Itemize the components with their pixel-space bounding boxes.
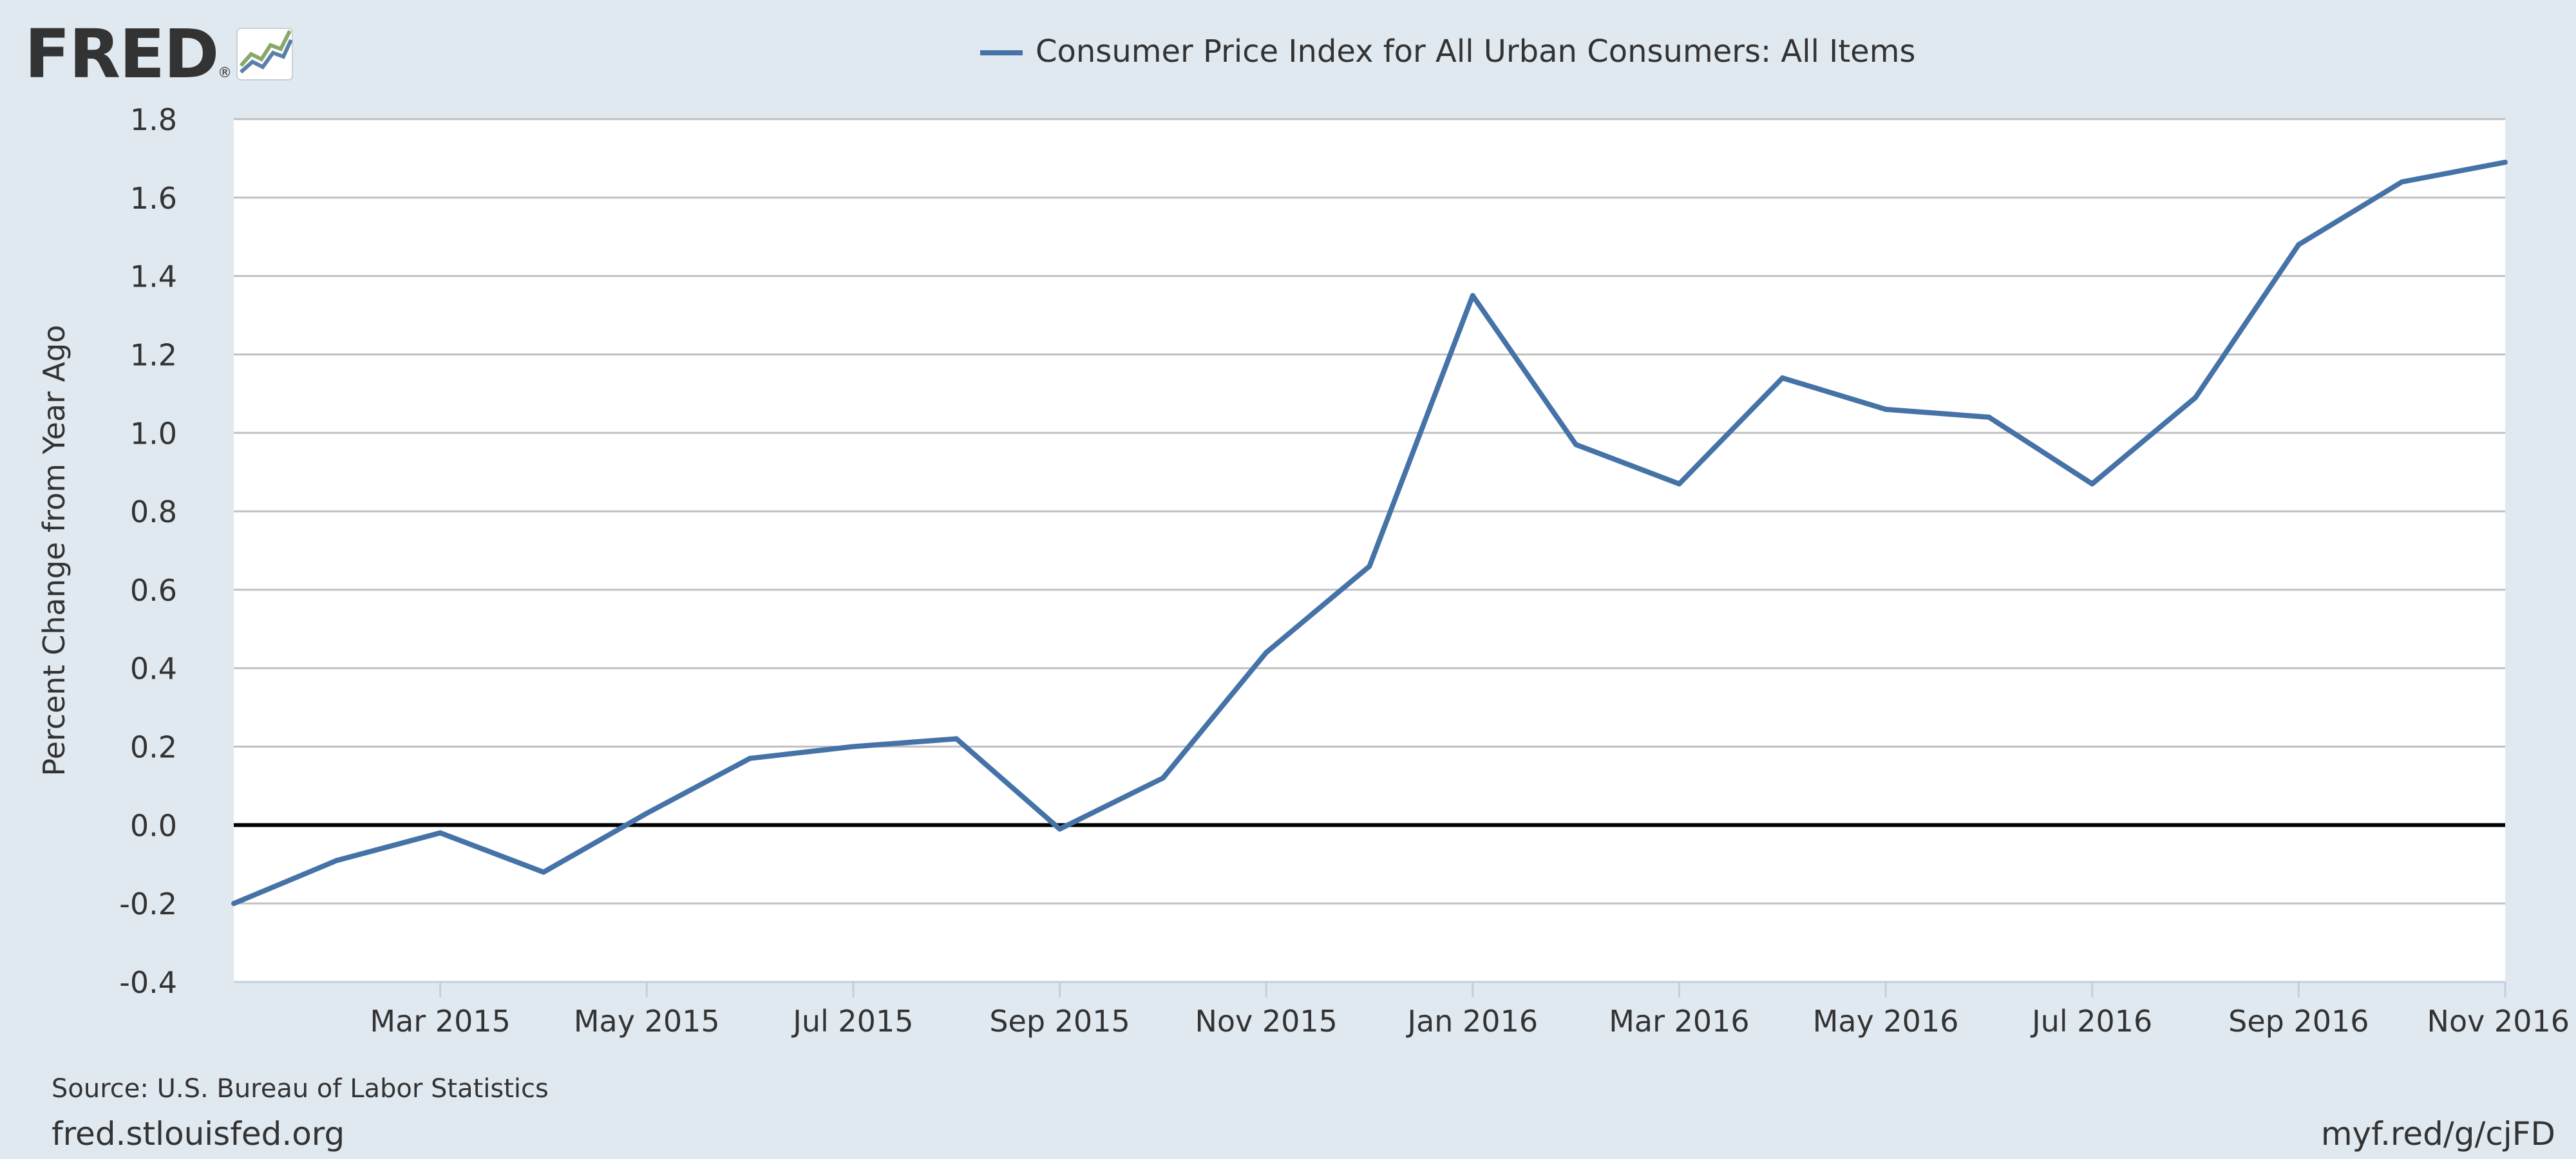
data-point: [644, 811, 650, 816]
series-points: [231, 160, 2508, 907]
data-point: [1264, 650, 1269, 655]
x-tick-label: May 2015: [574, 1004, 720, 1039]
y-tick-label: 1.4: [130, 259, 177, 294]
y-tick-label: 0.0: [130, 808, 177, 843]
data-point: [1470, 293, 1475, 299]
x-axis-ticks: Mar 2015 May 2015 Jul 2015 Sep 2015 Nov 2015…: [370, 982, 2570, 1039]
data-point: [2399, 179, 2405, 185]
data-point: [2193, 395, 2199, 400]
data-point: [1779, 375, 1785, 381]
data-point: [437, 830, 443, 836]
plot-area: [234, 119, 2505, 982]
site-link[interactable]: fred.stlouisfed.org: [52, 1115, 345, 1153]
y-tick-label: -0.4: [119, 965, 177, 1000]
x-tick-label: Mar 2016: [1609, 1004, 1749, 1039]
x-tick-label: Nov 2015: [1195, 1004, 1337, 1039]
data-point: [334, 858, 340, 863]
y-axis-ticks: -0.4 -0.2 0.0 0.2 0.4 0.6 0.8 1.0 1.2 1.4 1.6 1.8: [119, 102, 177, 1000]
data-point: [1160, 775, 1166, 781]
y-tick-label: 1.2: [130, 337, 177, 372]
data-point: [1883, 406, 1889, 412]
x-tick-label: Nov 2016: [2427, 1004, 2570, 1039]
data-point: [850, 744, 856, 749]
short-url-link[interactable]: myf.red/g/cjFD: [2321, 1115, 2555, 1153]
data-point: [747, 755, 753, 761]
y-tick-label: 0.6: [130, 573, 177, 608]
data-point: [540, 869, 546, 875]
data-point: [2089, 481, 2095, 487]
y-tick-label: -0.2: [119, 887, 177, 921]
fred-logo-text: FRED: [24, 15, 218, 93]
x-tick-label: Jul 2015: [791, 1004, 913, 1039]
data-point: [1676, 481, 1682, 487]
x-tick-label: Sep 2015: [989, 1004, 1130, 1039]
x-tick-label: Mar 2015: [370, 1004, 510, 1039]
data-point: [2296, 241, 2302, 247]
legend: Consumer Price Index for All Urban Consu…: [980, 33, 1915, 70]
x-tick-label: May 2016: [1813, 1004, 1959, 1039]
y-tick-label: 1.0: [130, 416, 177, 451]
data-point: [2503, 160, 2508, 165]
registered-mark: ®: [218, 65, 232, 81]
y-tick-label: 0.8: [130, 495, 177, 529]
data-point: [954, 736, 960, 742]
y-tick-label: 1.8: [130, 102, 177, 137]
data-point: [1573, 442, 1579, 448]
line-chart-icon: [236, 28, 293, 80]
data-point: [1986, 414, 1992, 420]
y-tick-label: 0.4: [130, 652, 177, 686]
x-tick-label: Sep 2016: [2228, 1004, 2369, 1039]
x-tick-label: Jul 2016: [2030, 1004, 2152, 1039]
y-tick-label: 0.2: [130, 730, 177, 765]
data-point: [231, 901, 236, 907]
y-axis-label: Percent Change from Year Ago: [37, 325, 71, 777]
y-tick-label: 1.6: [130, 181, 177, 216]
grid-lines: [234, 118, 2505, 983]
legend-label: Consumer Price Index for All Urban Consu…: [1036, 33, 1915, 70]
data-point: [1057, 826, 1063, 832]
fred-logo[interactable]: FRED ®: [24, 15, 293, 93]
data-point: [1367, 563, 1372, 569]
x-tick-label: Jan 2016: [1406, 1004, 1539, 1039]
source-text: Source: U.S. Bureau of Labor Statistics: [52, 1074, 549, 1104]
